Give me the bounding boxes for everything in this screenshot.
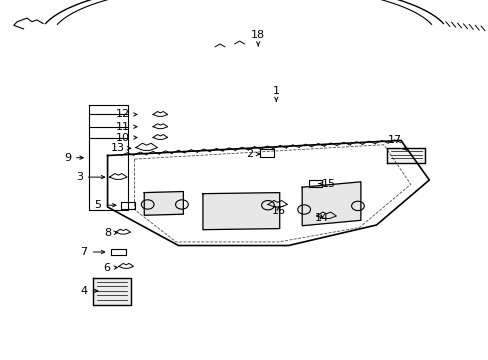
Text: 18: 18 (251, 30, 264, 46)
Text: 10: 10 (116, 132, 137, 143)
Polygon shape (386, 148, 425, 163)
Text: 15: 15 (318, 179, 335, 189)
Text: 11: 11 (116, 122, 137, 132)
Text: 5: 5 (94, 200, 116, 210)
Polygon shape (93, 278, 131, 305)
Text: 17: 17 (387, 135, 406, 150)
Text: 9: 9 (64, 153, 83, 163)
Polygon shape (302, 182, 360, 226)
Text: 8: 8 (104, 228, 117, 238)
Text: 1: 1 (272, 86, 279, 101)
Text: 16: 16 (271, 206, 285, 216)
Polygon shape (144, 192, 183, 215)
Text: 13: 13 (110, 143, 130, 153)
Text: 3: 3 (76, 172, 104, 182)
Text: 7: 7 (81, 247, 104, 257)
Text: 2: 2 (245, 149, 259, 159)
Text: 4: 4 (81, 286, 98, 296)
Text: 14: 14 (314, 213, 328, 223)
Polygon shape (203, 193, 279, 230)
Text: 12: 12 (116, 109, 137, 120)
Text: 6: 6 (103, 263, 117, 273)
